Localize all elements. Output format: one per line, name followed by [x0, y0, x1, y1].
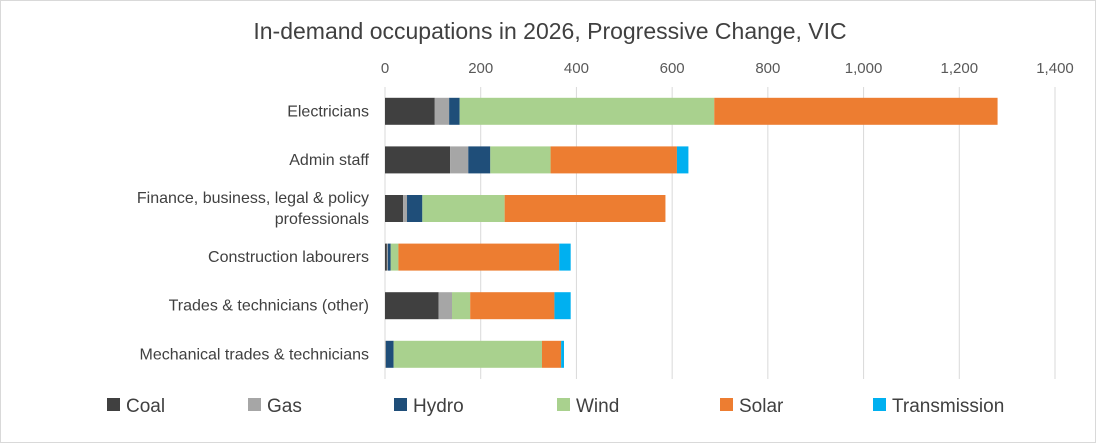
- legend-swatch: [720, 398, 733, 411]
- bar-segment-coal: [385, 292, 439, 320]
- legend: Coal Gas Hydro Wind Solar Transmission: [107, 396, 1004, 417]
- chart-title: In-demand occupations in 2026, Progressi…: [253, 18, 846, 44]
- legend-swatch: [394, 398, 407, 411]
- bar-segment-transmission: [559, 243, 571, 271]
- gridlines: [384, 87, 1056, 379]
- legend-swatch: [873, 398, 886, 411]
- category-label: Admin staff: [289, 152, 369, 169]
- bar-segment-transmission: [676, 146, 689, 174]
- category-label: Finance, business, legal & policy: [137, 190, 369, 207]
- bar-segment-wind: [422, 195, 505, 222]
- x-tick-label: 0: [381, 60, 389, 77]
- bar-segment-wind: [390, 243, 399, 271]
- bar-segment-coal: [385, 146, 451, 174]
- bar-segment-hydro: [407, 195, 423, 222]
- x-tick-label: 1,200: [941, 60, 979, 77]
- bar-segment-hydro: [385, 340, 394, 368]
- legend-label: Wind: [576, 396, 619, 417]
- bar-segment-solar: [550, 146, 677, 174]
- x-tick-label: 1,400: [1036, 60, 1074, 77]
- x-tick-label: 800: [755, 60, 780, 77]
- x-tick-label: 200: [468, 60, 493, 77]
- category-label: Electricians: [287, 103, 369, 120]
- bar-segment-transmission: [554, 292, 571, 320]
- category-label: Construction labourers: [208, 249, 369, 266]
- bar-segment-wind: [393, 340, 542, 368]
- legend-label: Gas: [267, 396, 302, 417]
- bar-segment-gas: [438, 292, 452, 320]
- bar-segment-gas: [434, 97, 450, 125]
- x-tick-label: 400: [564, 60, 589, 77]
- bar-segment-transmission: [561, 340, 564, 368]
- bar-segment-coal: [385, 97, 435, 125]
- x-tick-label: 600: [660, 60, 685, 77]
- bar-segment-gas: [385, 340, 386, 368]
- x-tick-label: 1,000: [845, 60, 883, 77]
- category-label: professionals: [275, 211, 369, 228]
- category-label: Mechanical trades & technicians: [140, 346, 369, 363]
- bar-segment-solar: [398, 243, 560, 271]
- legend-label: Hydro: [413, 396, 464, 417]
- bar-segment-solar: [541, 340, 562, 368]
- bar-segment-hydro: [387, 243, 391, 271]
- category-label: Trades & technicians (other): [169, 298, 369, 315]
- bar-segment-gas: [403, 195, 408, 222]
- bar-segment-hydro: [468, 146, 491, 174]
- legend-swatch: [557, 398, 570, 411]
- legend-swatch: [107, 398, 120, 411]
- category-labels: Electricians Admin staff Finance, business…: [137, 103, 370, 363]
- legend-label: Coal: [126, 396, 165, 417]
- bar-segment-coal: [385, 195, 404, 222]
- bar-segment-gas: [386, 243, 388, 271]
- x-axis-ticks: 0 200 400 600 800 1,000 1,200 1,400: [381, 60, 1074, 77]
- bar-segment-wind: [459, 97, 715, 125]
- legend-label: Solar: [739, 396, 784, 417]
- legend-label: Transmission: [892, 396, 1004, 417]
- bar-segment-wind: [452, 292, 471, 320]
- bar-segment-coal: [385, 243, 387, 271]
- bar-segment-hydro: [449, 97, 460, 125]
- bar-segment-wind: [490, 146, 551, 174]
- bar-segment-solar: [470, 292, 555, 320]
- legend-swatch: [248, 398, 261, 411]
- bar-segment-solar: [714, 97, 998, 125]
- bar-segment-solar: [504, 195, 666, 222]
- bars: [385, 97, 998, 368]
- bar-segment-gas: [450, 146, 469, 174]
